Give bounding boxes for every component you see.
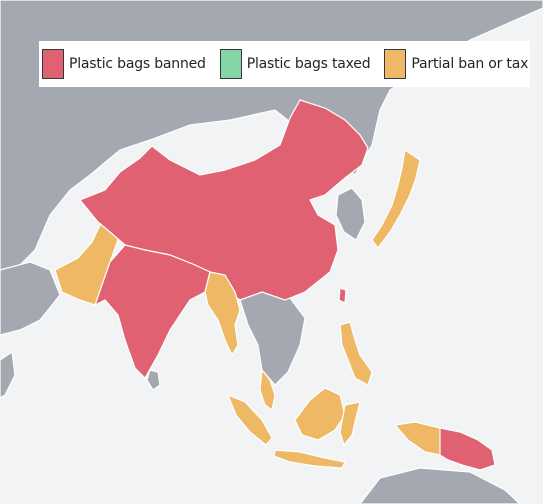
legend-label-partial: Partial ban or tax bbox=[411, 56, 529, 72]
region-japan bbox=[371, 148, 421, 249]
region-myanmar bbox=[204, 271, 241, 357]
legend-label-taxed: Plastic bags taxed bbox=[246, 56, 371, 72]
region-korea bbox=[335, 187, 366, 241]
region-middle-east bbox=[0, 261, 61, 336]
region-java bbox=[273, 449, 346, 469]
region-sri-lanka bbox=[146, 369, 161, 391]
region-papua-new-guinea bbox=[439, 427, 496, 471]
legend-swatch-partial bbox=[384, 49, 407, 79]
legend: Plastic bags banned Plastic bags taxed P… bbox=[39, 41, 530, 87]
region-philippines bbox=[339, 321, 373, 386]
legend-swatch-taxed bbox=[219, 49, 242, 79]
region-taiwan bbox=[338, 287, 347, 304]
region-sumatra bbox=[226, 393, 273, 446]
legend-label-banned: Plastic bags banned bbox=[69, 56, 206, 72]
region-oman bbox=[0, 350, 16, 399]
legend-item-banned: Plastic bags banned bbox=[42, 49, 206, 79]
region-sulawesi bbox=[339, 401, 361, 447]
region-india bbox=[93, 244, 211, 379]
region-malaysia-peninsula bbox=[259, 368, 276, 412]
legend-item-taxed: Plastic bags taxed bbox=[219, 49, 371, 79]
legend-swatch-banned bbox=[42, 49, 64, 79]
legend-item-partial: Partial ban or tax bbox=[384, 49, 528, 79]
region-australia bbox=[359, 467, 521, 504]
